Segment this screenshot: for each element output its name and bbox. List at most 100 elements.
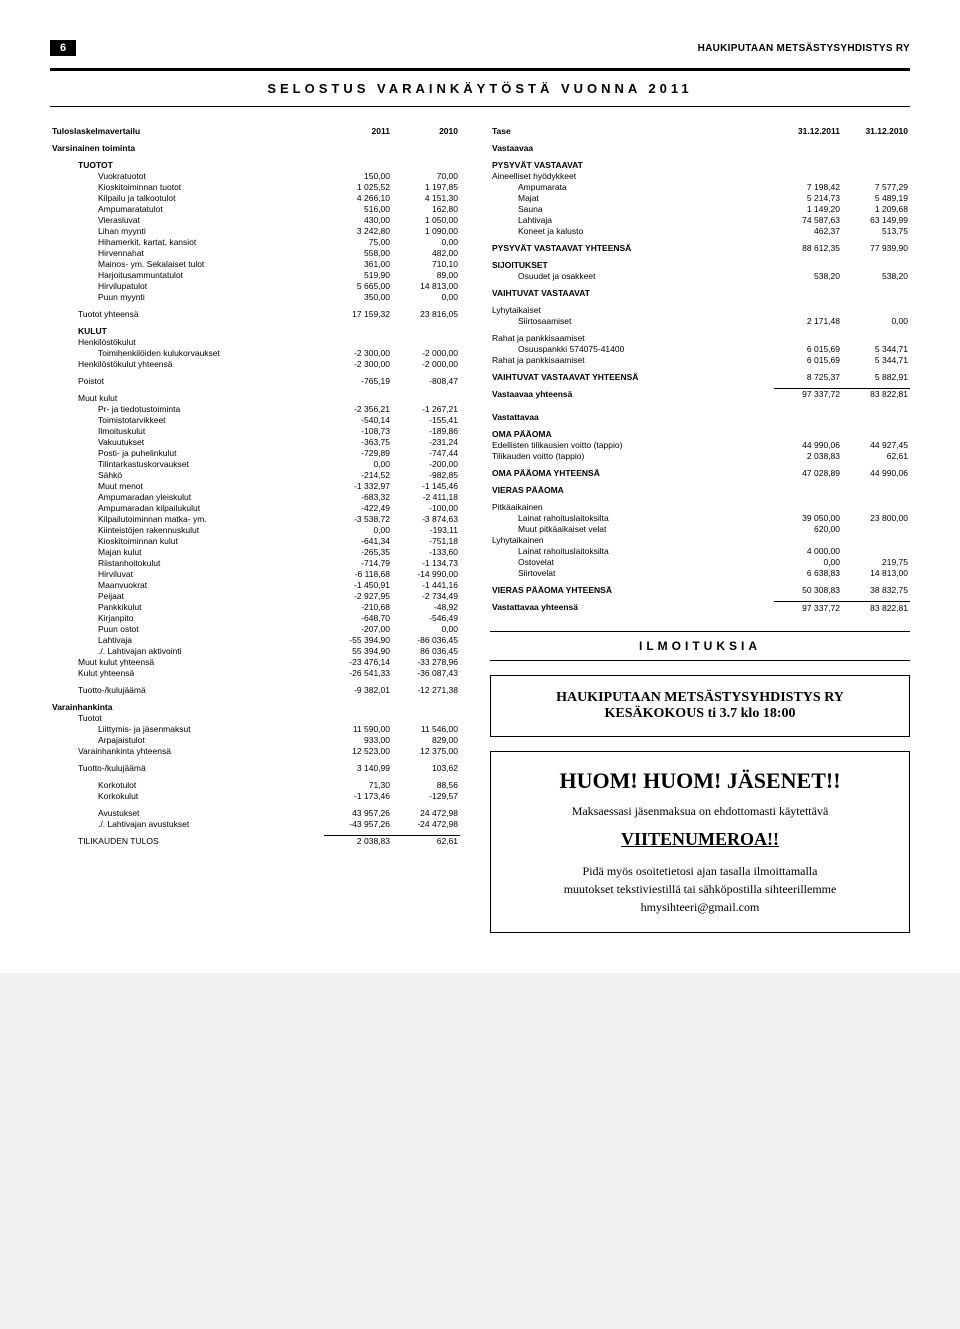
- lyhytaikaiset-label: Lyhytaikaiset: [490, 304, 910, 315]
- osuudet-osakkeet: Osuudet ja osakkeet: [490, 270, 774, 281]
- table-row: Toimistotarvikkeet-540,14-155,41: [50, 414, 460, 425]
- table-row: Muut menot-1 332,97-1 145,46: [50, 480, 460, 491]
- tilikauden-tulos: TILIKAUDEN TULOS: [50, 835, 324, 847]
- table-row: Ilmoituskulut-108,73-189,86: [50, 425, 460, 436]
- table-row: Posti- ja puhelinkulut-729,89-747,44: [50, 447, 460, 458]
- lyhytaikainen-label: Lyhytaikainen: [490, 535, 910, 546]
- osuuspankki: Osuuspankki 574075-41400: [490, 343, 774, 354]
- table-row: Lahtivaja-55 394,90-86 036,45: [50, 634, 460, 645]
- table-row: Mainos- ym. Sekalaiset tulot361,00710,10: [50, 258, 460, 269]
- table-row: Hirvennahat558,00482,00: [50, 247, 460, 258]
- table-row: Siirtovelat6 638,8314 813,00: [490, 568, 910, 579]
- varain-tuotot-label: Tuotot: [50, 712, 460, 723]
- table-row: Lainat rahoituslaitoksilta39 050,0023 80…: [490, 513, 910, 524]
- sijoitukset-label: SIJOITUKSET: [490, 259, 910, 270]
- balance-sheet: Tase 31.12.2011 31.12.2010 Vastaavaa PYS…: [490, 125, 910, 933]
- table-row: Liittymis- ja jäsenmaksut11 590,0011 546…: [50, 723, 460, 734]
- table-row: Pr- ja tiedotustoiminta-2 356,21-1 267,2…: [50, 403, 460, 414]
- association-name: HAUKIPUTAAN METSÄSTYSYHDISTYS RY: [76, 43, 910, 54]
- table-row: ./. Lahtivajan aktivointi55 394,9086 036…: [50, 645, 460, 656]
- siirtosaamiset: Siirtosaamiset: [490, 315, 774, 326]
- year-2011: 2011: [324, 125, 392, 136]
- columns: Tuloslaskelmavertailu 2011 2010 Varsinai…: [50, 125, 910, 933]
- table-row: Lainat rahoituslaitoksilta4 000,00: [490, 546, 910, 557]
- vastattavaa-yhteensa: Vastattavaa yhteensä: [490, 602, 774, 614]
- table-row: Kilpailutoiminnan matka- ym.-3 538,72-3 …: [50, 513, 460, 524]
- table-row: Harjoitusammuntatulot519,9089,00: [50, 269, 460, 280]
- table-row: Muut pitkäaikaiset velat620,00: [490, 524, 910, 535]
- pitkaaikainen-label: Pitkäaikainen: [490, 502, 910, 513]
- table-row: Hirvilupatulot5 665,0014 813,00: [50, 280, 460, 291]
- table-row: Avustukset43 957,2624 472,98: [50, 807, 460, 818]
- notice-meeting-line2: KESÄKOKOUS ti 3.7 klo 18:00: [501, 706, 899, 722]
- notice-members-title: HUOM! HUOM! JÄSENET!!: [509, 768, 891, 794]
- table-row: Puun ostot-207,000,00: [50, 623, 460, 634]
- year-2010: 2010: [392, 125, 460, 136]
- poistot: Poistot: [50, 375, 324, 386]
- report-title: SELOSTUS VARAINKÄYTÖSTÄ VUONNA 2011: [50, 68, 910, 107]
- table-row: Sauna1 149,201 209,68: [490, 203, 910, 214]
- table-row: Hirviluvat-6 118,68-14 990,00: [50, 568, 460, 579]
- header-bar: 6 HAUKIPUTAAN METSÄSTYSYHDISTYS RY: [50, 40, 910, 56]
- date-2010: 31.12.2010: [842, 125, 910, 136]
- table-row: Maanvuokrat-1 450,91-1 441,16: [50, 579, 460, 590]
- henkilostokulut-label: Henkilöstökulut: [50, 336, 460, 347]
- kulut-yhteensa: Kulut yhteensä: [50, 667, 324, 678]
- table-row: Sähkö-214,52-982,85: [50, 469, 460, 480]
- table-row: ./. Lahtivajan avustukset-43 957,26-24 4…: [50, 818, 460, 829]
- pysyvat-yhteensa: PYSYVÄT VASTAAVAT YHTEENSÄ: [490, 242, 774, 253]
- table-row: Arpajaistulot933,00829,00: [50, 734, 460, 745]
- table-row: Ampumaradan yleiskulut-683,32-2 411,18: [50, 491, 460, 502]
- notice-meeting-line1: HAUKIPUTAAN METSÄSTYSYHDISTYS RY: [501, 690, 899, 706]
- table-row: Kioskitoiminnan tuotot1 025,521 197,85: [50, 181, 460, 192]
- muut-kulut-label: Muut kulut: [50, 392, 460, 403]
- table-row: Lahtivaja74 587,6363 149,99: [490, 214, 910, 225]
- table-row: Korkotulot71,3088,56: [50, 779, 460, 790]
- income-statement: Tuloslaskelmavertailu 2011 2010 Varsinai…: [50, 125, 460, 933]
- table-row: Koneet ja kalusto462,37513,75: [490, 225, 910, 236]
- vaihtuvat-yhteensa: VAIHTUVAT VASTAAVAT YHTEENSÄ: [490, 371, 774, 382]
- table-row: Majan kulut-265,35-133,60: [50, 546, 460, 557]
- rahat-yhteensa: Rahat ja pankkisaamiset: [490, 354, 774, 365]
- notice-email: hmysihteeri@gmail.com: [509, 898, 891, 916]
- tuotto-kulujaama-1: Tuotto-/kulujäämä: [50, 684, 324, 695]
- table-row: Tilintarkastuskorvaukset0,00-200,00: [50, 458, 460, 469]
- table-row: Kilpailu ja talkootulot4 266,104 151,30: [50, 192, 460, 203]
- table-row: Edellisten tilikausien voitto (tappio)44…: [490, 440, 910, 451]
- table-row: Kiinteistöjen rakennuskulut0,00-193,11: [50, 524, 460, 535]
- notices-heading: ILMOITUKSIA: [490, 631, 910, 661]
- table-row: Lihan myynti3 242,801 090,00: [50, 225, 460, 236]
- toimihenkiloiden: Toimihenkilöiden kulukorvaukset: [50, 347, 324, 358]
- notice-viitenumero: VIITENUMEROA!!: [509, 829, 891, 850]
- varainhankinta-label: Varainhankinta: [50, 701, 460, 712]
- varain-yhteensa: Varainhankinta yhteensä: [50, 745, 324, 756]
- varsinainen-toiminta: Varsinainen toiminta: [50, 142, 460, 153]
- vieras-paaoma-label: VIERAS PÄÄOMA: [490, 485, 910, 496]
- table-row: Vakuutukset-363,75-231,24: [50, 436, 460, 447]
- henk-yhteensa: Henkilöstökulut yhteensä: [50, 358, 324, 369]
- notice-members: HUOM! HUOM! JÄSENET!! Maksaessasi jäsenm…: [490, 751, 910, 933]
- muut-yhteensa: Muut kulut yhteensä: [50, 656, 324, 667]
- notice-body1: Pidä myös osoitetietosi ajan tasalla ilm…: [509, 862, 891, 880]
- oma-paaoma-yhteensa: OMA PÄÄOMA YHTEENSÄ: [490, 468, 774, 479]
- table-row: Ampumarata7 198,427 577,29: [490, 181, 910, 192]
- table-row: Korkokulut-1 173,46-129,57: [50, 790, 460, 801]
- table-row: Ostovelat0,00219,75: [490, 557, 910, 568]
- tuotot-yhteensa: Tuotot yhteensä: [50, 308, 324, 319]
- vastaavaa-label: Vastaavaa: [490, 142, 910, 153]
- notice-meeting: HAUKIPUTAAN METSÄSTYSYHDISTYS RY KESÄKOK…: [490, 675, 910, 737]
- notice-body2: muutokset tekstiviestillä tai sähköposti…: [509, 880, 891, 898]
- page: 6 HAUKIPUTAAN METSÄSTYSYHDISTYS RY SELOS…: [0, 0, 960, 973]
- date-2011: 31.12.2011: [774, 125, 842, 136]
- tuotto-kulujaama-2: Tuotto-/kulujäämä: [50, 762, 324, 773]
- page-number: 6: [50, 40, 76, 56]
- income-table: Tuloslaskelmavertailu 2011 2010 Varsinai…: [50, 125, 460, 847]
- table-row: Puun myynti350,000,00: [50, 291, 460, 302]
- vastattavaa-label: Vastattavaa: [490, 412, 910, 423]
- table-row: Kirjanpito-648,70-546,49: [50, 612, 460, 623]
- table-row: Peijaat-2 927,95-2 734,49: [50, 590, 460, 601]
- table-row: Kioskitoiminnan kulut-641,34-751,18: [50, 535, 460, 546]
- table-row: Majat5 214,735 489,19: [490, 192, 910, 203]
- kulut-label: KULUT: [50, 325, 460, 336]
- table-row: Pankkikulut-210,68-48,92: [50, 601, 460, 612]
